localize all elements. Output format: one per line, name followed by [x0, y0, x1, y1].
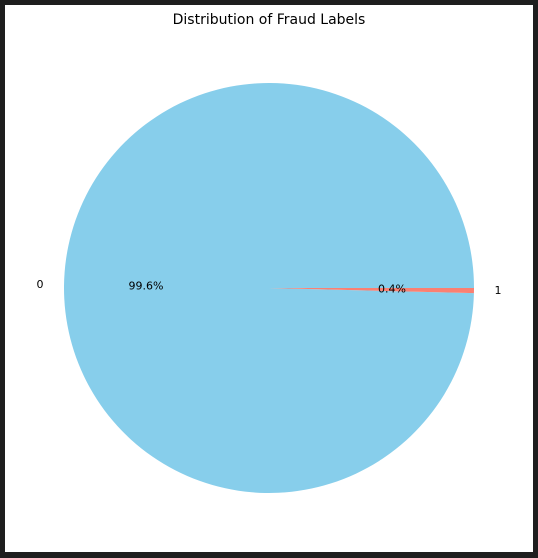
pie-slice-1: [269, 288, 474, 294]
slice-percent-0: 99.6%: [129, 279, 164, 292]
pie-chart: 0 99.6% 1 0.4%: [37, 83, 501, 494]
slice-percent-1: 0.4%: [378, 283, 406, 296]
chart-frame: Distribution of Fraud Labels 0 99.6% 1 0.4%: [5, 5, 533, 552]
chart-title: Distribution of Fraud Labels: [172, 12, 366, 28]
slice-label-1: 1: [494, 284, 501, 297]
slice-label-0: 0: [37, 278, 44, 291]
pie-slice-0: [63, 83, 475, 494]
